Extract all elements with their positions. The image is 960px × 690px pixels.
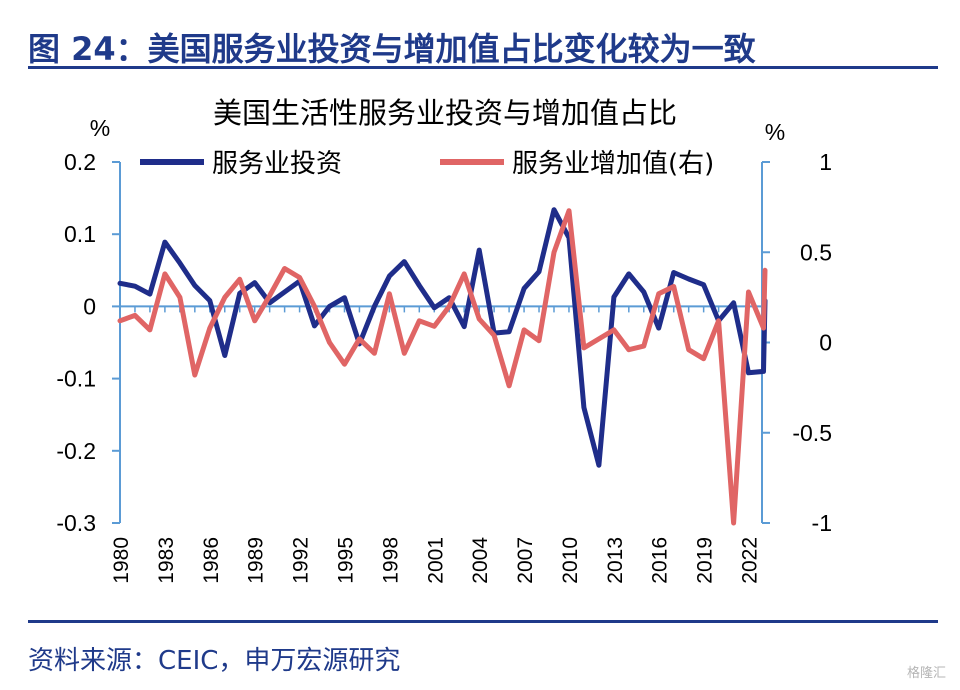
x-axis-tick-label: 2022 bbox=[739, 537, 762, 584]
figure-header: 图 24：美国服务业投资与增加值占比变化较为一致 bbox=[28, 20, 938, 72]
x-axis-tick-label: 1998 bbox=[379, 537, 402, 584]
right-axis-tick-label: -0.5 bbox=[792, 420, 832, 446]
header-rule bbox=[28, 66, 938, 69]
series-line-investment bbox=[117, 207, 768, 468]
x-axis-tick-label: 1983 bbox=[155, 537, 178, 584]
chart-axes bbox=[112, 161, 770, 524]
left-axis-unit: % bbox=[90, 115, 110, 141]
x-axis-tick-label: 2004 bbox=[469, 537, 492, 584]
left-axis-tick-label: -0.2 bbox=[56, 438, 96, 464]
left-axis-tick-label: 0.2 bbox=[64, 149, 96, 175]
right-axis-tick-label: 0 bbox=[819, 330, 832, 356]
chart-labels: 0.2 0.1 0 -0.1 -0.2 -0.3 1 0.5 0 -0.5 -1 1980 1983 19… bbox=[56, 96, 832, 584]
series-line-value-added bbox=[117, 208, 768, 526]
figure-title: 图 24：美国服务业投资与增加值占比变化较为一致 bbox=[28, 30, 756, 68]
x-axis-tick-label: 2019 bbox=[694, 537, 717, 584]
footer-rule bbox=[28, 620, 938, 623]
left-axis-tick-label: 0 bbox=[83, 293, 96, 319]
right-axis-unit: % bbox=[765, 119, 785, 145]
legend-label-value-added: 服务业增加值(右) bbox=[512, 149, 714, 179]
x-axis-tick-label: 1992 bbox=[290, 537, 313, 584]
x-axis-tick-label: 1989 bbox=[245, 537, 268, 584]
x-axis-tick-label: 1995 bbox=[334, 537, 357, 584]
left-axis-tick-label: 0.1 bbox=[64, 221, 96, 247]
left-axis-tick-label: -0.1 bbox=[56, 366, 96, 392]
x-axis-tick-label: 1980 bbox=[110, 537, 133, 584]
right-axis-tick-label: 0.5 bbox=[800, 239, 832, 265]
right-axis-tick-label: -1 bbox=[812, 510, 832, 536]
x-axis-tick-label: 1986 bbox=[200, 537, 223, 584]
x-axis-tick-label: 2016 bbox=[649, 537, 672, 584]
line-chart: 0.2 0.1 0 -0.1 -0.2 -0.3 1 0.5 0 -0.5 -1 1980 1983 19… bbox=[56, 96, 832, 584]
left-axis-tick-label: -0.3 bbox=[56, 510, 96, 536]
chart-title: 美国生活性服务业投资与增加值占比 bbox=[213, 96, 677, 130]
series-layer bbox=[117, 207, 768, 526]
source-note: 资料来源：CEIC，申万宏源研究 bbox=[28, 646, 401, 676]
x-axis-tick-label: 2007 bbox=[514, 537, 537, 584]
watermark: 格隆汇 bbox=[906, 666, 946, 681]
legend-label-investment: 服务业投资 bbox=[212, 149, 342, 179]
right-axis-tick-label: 1 bbox=[819, 149, 832, 175]
x-axis-tick-label: 2001 bbox=[424, 537, 447, 584]
x-axis-tick-label: 2010 bbox=[559, 537, 582, 584]
x-axis-tick-label: 2013 bbox=[604, 537, 627, 584]
